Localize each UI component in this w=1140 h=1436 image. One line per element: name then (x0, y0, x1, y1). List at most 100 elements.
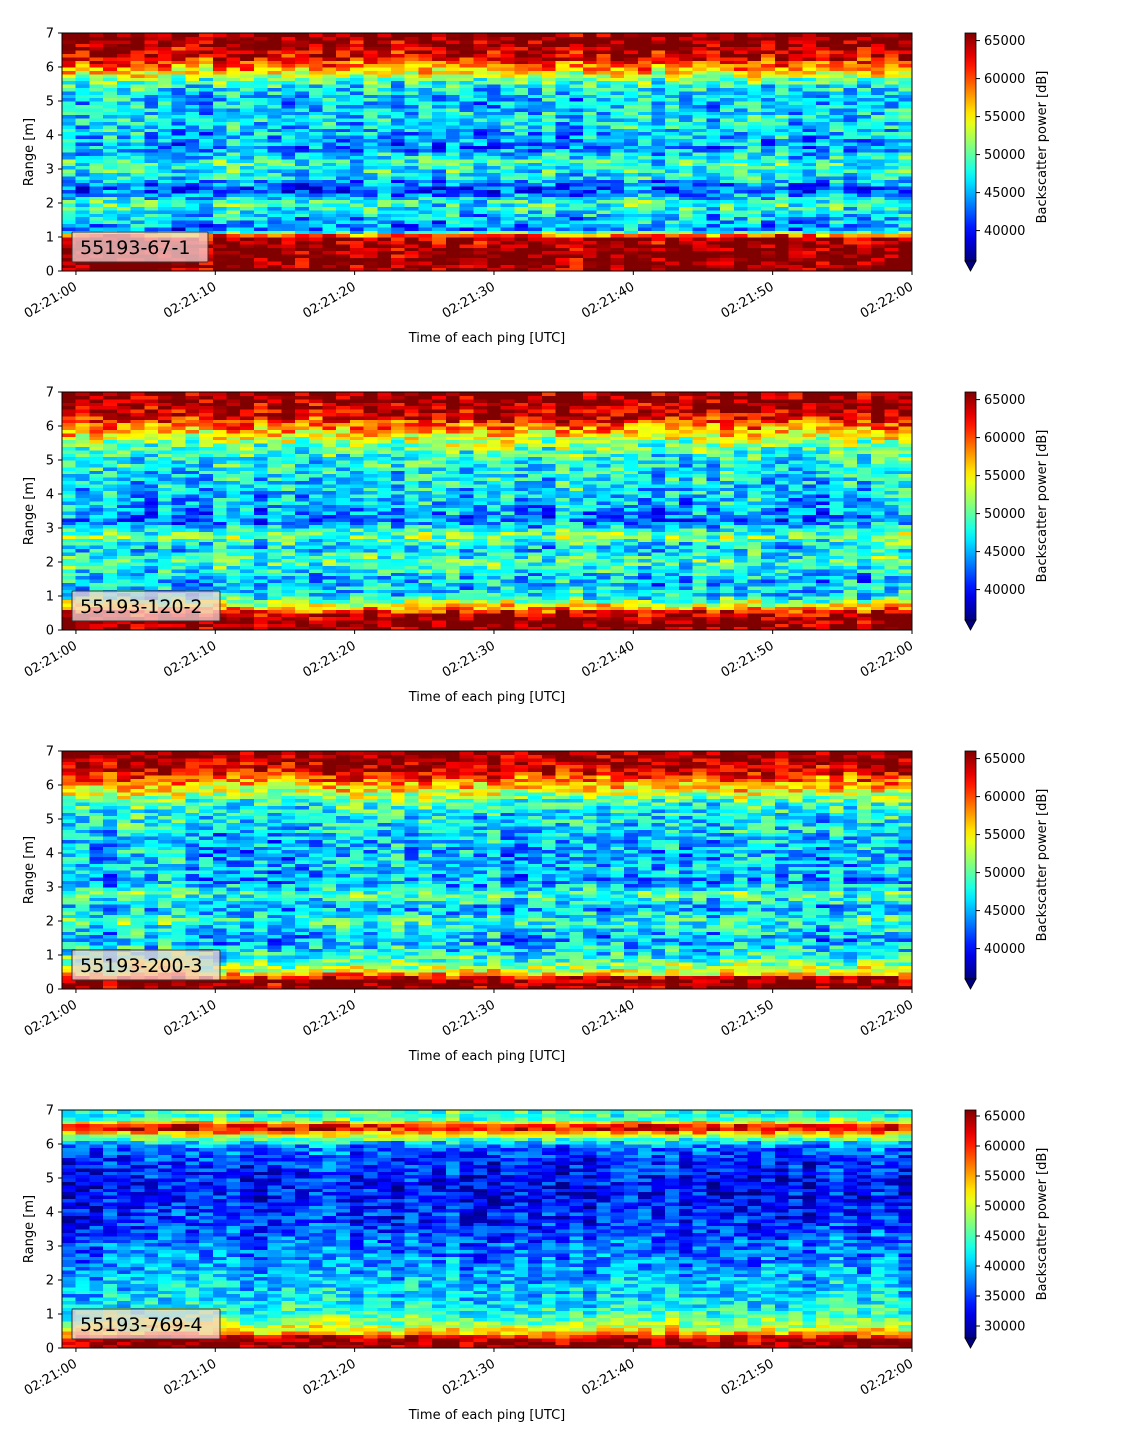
colorbar-label: Backscatter power [dB] (1035, 789, 1050, 942)
x-tick-label: 02:21:10 (161, 279, 219, 321)
colorbar-extend-arrow (964, 1337, 977, 1349)
y-tick-label: 1 (46, 949, 54, 964)
heatmap-1 (62, 33, 913, 272)
colorbar-tick-label: 50000 (984, 1200, 1025, 1215)
x-tick-label: 02:21:10 (161, 638, 219, 680)
colorbar-label: Backscatter power [dB] (1035, 71, 1050, 224)
colorbar-tick-label: 55000 (984, 828, 1025, 843)
y-tick-label: 3 (46, 881, 54, 896)
colorbar-extend-arrow (964, 260, 977, 272)
colorbar-tick-label: 55000 (984, 110, 1025, 125)
y-tick-label: 2 (46, 197, 54, 212)
y-tick-label: 0 (46, 265, 54, 280)
y-tick-label: 1 (46, 231, 54, 246)
colorbar-tick-label: 40000 (984, 1260, 1025, 1275)
x-tick-label: 02:22:00 (858, 997, 916, 1039)
colorbar-extend-arrow (964, 978, 977, 990)
heatmap-4 (62, 1110, 913, 1349)
colorbar-label: Backscatter power [dB] (1035, 430, 1050, 583)
y-tick-label: 3 (46, 1240, 54, 1255)
x-tick-label: 02:21:40 (579, 1356, 637, 1398)
colorbar-tick-label: 35000 (984, 1290, 1025, 1305)
y-axis-label: Range [m] (22, 118, 37, 186)
x-tick-label: 02:21:30 (440, 279, 498, 321)
x-tick-label: 02:21:40 (579, 638, 637, 680)
x-axis-label: Time of each ping [UTC] (408, 1408, 566, 1423)
x-tick-label: 02:21:30 (440, 1356, 498, 1398)
plot-frame (61, 391, 913, 631)
colorbar-tick-label: 40000 (984, 942, 1025, 957)
y-tick-label: 4 (46, 847, 54, 862)
x-tick-label: 02:21:00 (22, 1356, 80, 1398)
colorbar-label: Backscatter power [dB] (1035, 1148, 1050, 1301)
panel-label-text: 55193-200-3 (80, 955, 203, 977)
colorbar-tick-label: 55000 (984, 1170, 1025, 1185)
colorbar-tick-label: 45000 (984, 186, 1025, 201)
x-tick-label: 02:21:10 (161, 1356, 219, 1398)
y-tick-label: 0 (46, 1342, 54, 1357)
colorbar-tick-label: 40000 (984, 583, 1025, 598)
heatmap-2 (62, 392, 913, 631)
colorbar-tick-label: 40000 (984, 224, 1025, 239)
panel-label: 55193-120-2 (71, 590, 221, 622)
colorbar-tick-label: 55000 (984, 469, 1025, 484)
y-tick-label: 4 (46, 488, 54, 503)
x-tick-label: 02:21:00 (22, 997, 80, 1039)
colorbar-tick-label: 65000 (984, 34, 1025, 49)
colorbar-3: 40000 45000 50000 55000 60000 65000 Backscatte… (964, 750, 1050, 990)
x-tick-label: 02:21:10 (161, 997, 219, 1039)
x-tick-label: 02:21:50 (719, 997, 777, 1039)
y-tick-label: 1 (46, 1308, 54, 1323)
x-tick-label: 02:21:50 (719, 638, 777, 680)
colorbar-tick-label: 50000 (984, 148, 1025, 163)
colorbar-tick-label: 50000 (984, 507, 1025, 522)
y-tick-label: 7 (46, 386, 54, 401)
panel-label-text: 55193-67-1 (80, 237, 190, 259)
x-tick-label: 02:21:40 (579, 997, 637, 1039)
panel-label: 55193-200-3 (71, 949, 221, 981)
colorbar-tick-label: 65000 (984, 1110, 1025, 1125)
x-tick-label: 02:21:00 (22, 279, 80, 321)
y-axis-label: Range [m] (22, 477, 37, 545)
x-tick-label: 02:21:20 (301, 638, 359, 680)
y-tick-label: 5 (46, 454, 54, 469)
y-axis-label: Range [m] (22, 836, 37, 904)
colorbar-tick-label: 65000 (984, 752, 1025, 767)
y-tick-label: 7 (46, 27, 54, 42)
panel-label: 55193-769-4 (71, 1308, 221, 1340)
y-tick-label: 1 (46, 590, 54, 605)
chart-panel-4: 0 1 2 3 4 5 6 7 02:21:00 02:21:10 02:21:20 02:21:30… (22, 1104, 1050, 1424)
x-tick-label: 02:21:20 (301, 279, 359, 321)
colorbar-tick-label: 60000 (984, 1140, 1025, 1155)
y-tick-label: 0 (46, 983, 54, 998)
y-tick-label: 2 (46, 915, 54, 930)
y-tick-label: 4 (46, 1206, 54, 1221)
panel-label: 55193-67-1 (71, 231, 209, 263)
y-tick-label: 2 (46, 1274, 54, 1289)
colorbar-tick-label: 60000 (984, 72, 1025, 87)
y-tick-label: 5 (46, 95, 54, 110)
x-tick-label: 02:22:00 (858, 1356, 916, 1398)
colorbar-tick-label: 45000 (984, 1230, 1025, 1245)
x-tick-label: 02:22:00 (858, 638, 916, 680)
x-tick-label: 02:21:40 (579, 279, 637, 321)
panel-label-text: 55193-120-2 (80, 596, 203, 618)
y-tick-label: 5 (46, 1172, 54, 1187)
y-tick-label: 7 (46, 1104, 54, 1119)
x-axis-label: Time of each ping [UTC] (408, 690, 566, 705)
colorbar-2: 40000 45000 50000 55000 60000 65000 Backscatte… (964, 391, 1050, 631)
y-tick-label: 6 (46, 61, 54, 76)
x-tick-label: 02:22:00 (858, 279, 916, 321)
plot-frame (61, 1109, 913, 1349)
colorbar-tick-label: 50000 (984, 866, 1025, 881)
colorbar-1: 40000 45000 50000 55000 60000 65000 Backscatte… (964, 32, 1050, 272)
colorbar-extend-arrow (964, 619, 977, 631)
chart-panel-1: 0 1 2 3 4 5 6 7 02:21:00 02:21:10 02:21:20 02:21:30… (22, 27, 1050, 347)
chart-panel-3: 0 1 2 3 4 5 6 7 02:21:00 02:21:10 02:21:20 02:21:30… (22, 745, 1050, 1065)
colorbar-tick-label: 45000 (984, 904, 1025, 919)
x-axis-label: Time of each ping [UTC] (408, 331, 566, 346)
panel-label-text: 55193-769-4 (80, 1314, 203, 1336)
x-tick-label: 02:21:20 (301, 1356, 359, 1398)
x-axis-label: Time of each ping [UTC] (408, 1049, 566, 1064)
